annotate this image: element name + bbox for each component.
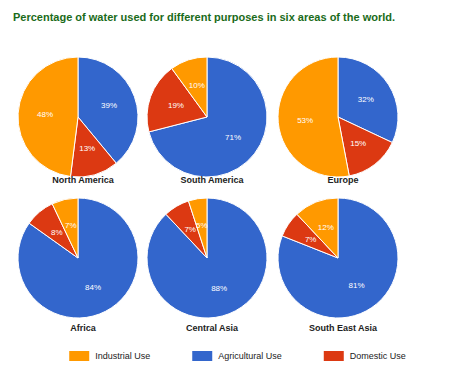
svg-text:Central Asia: Central Asia: [186, 323, 239, 333]
svg-text:15%: 15%: [350, 139, 366, 148]
svg-text:84%: 84%: [85, 283, 101, 292]
svg-text:Industrial Use: Industrial Use: [95, 351, 150, 361]
svg-text:Africa: Africa: [70, 323, 97, 333]
svg-text:Agricultural Use: Agricultural Use: [218, 351, 282, 361]
svg-text:Domestic Use: Domestic Use: [350, 351, 406, 361]
svg-text:53%: 53%: [297, 116, 313, 125]
svg-text:48%: 48%: [37, 110, 53, 119]
svg-text:19%: 19%: [168, 101, 184, 110]
svg-text:71%: 71%: [225, 133, 241, 142]
svg-text:North America: North America: [52, 175, 115, 185]
svg-text:88%: 88%: [211, 284, 227, 293]
svg-text:7%: 7%: [305, 235, 317, 244]
svg-text:12%: 12%: [318, 223, 334, 232]
svg-text:7%: 7%: [184, 225, 196, 234]
svg-text:5%: 5%: [196, 221, 208, 230]
svg-text:81%: 81%: [349, 281, 365, 290]
svg-text:South America: South America: [180, 175, 244, 185]
svg-text:South East Asia: South East Asia: [309, 323, 378, 333]
svg-text:7%: 7%: [65, 221, 77, 230]
svg-text:8%: 8%: [51, 228, 63, 237]
svg-text:Europe: Europe: [327, 175, 358, 185]
svg-text:13%: 13%: [79, 144, 95, 153]
svg-text:Percentage of water used for d: Percentage of water used for different p…: [13, 11, 395, 23]
svg-text:10%: 10%: [189, 81, 205, 90]
svg-text:32%: 32%: [358, 95, 374, 104]
svg-text:39%: 39%: [101, 101, 117, 110]
